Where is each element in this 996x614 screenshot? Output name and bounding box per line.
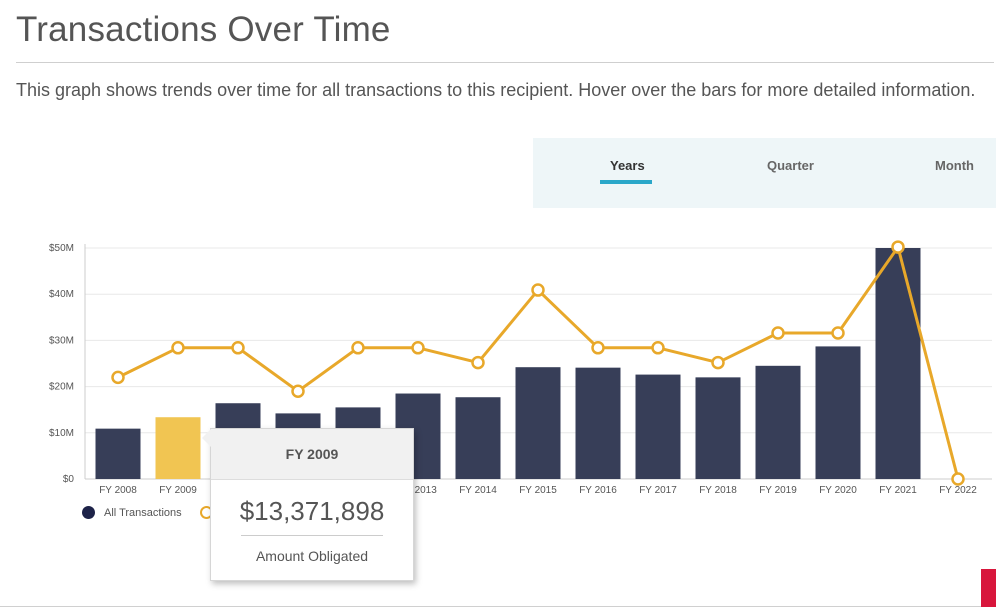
bar-fy-2021[interactable] (875, 248, 921, 479)
x-tick-label: FY 2018 (699, 485, 737, 496)
x-tick-label: FY 2021 (879, 485, 917, 496)
page-bottom-divider (0, 606, 996, 607)
tooltip-pointer (202, 429, 211, 447)
y-tick-label: $0 (63, 474, 75, 485)
trend-point[interactable] (351, 341, 365, 355)
title-divider (16, 62, 994, 63)
trend-point[interactable] (411, 341, 425, 355)
bar-fy-2009[interactable] (155, 417, 201, 479)
legend-dot-icon (82, 506, 95, 519)
bar-fy-2015[interactable] (515, 367, 561, 479)
page-description: This graph shows trends over time for al… (16, 80, 976, 100)
bar-fy-2008[interactable] (95, 428, 141, 479)
tab-quarter[interactable]: Quarter (767, 158, 814, 173)
trend-point[interactable] (531, 283, 545, 297)
trend-point[interactable] (291, 384, 305, 398)
trend-point[interactable] (711, 355, 725, 370)
transactions-chart: $0 $10M $20M $30M $40M $50M FY 2008 FY 2009 FY 2… (49, 240, 992, 496)
x-tick-label: FY 2022 (939, 485, 977, 496)
feedback-tab[interactable] (981, 569, 996, 607)
trend-point[interactable] (771, 326, 785, 340)
y-tick-label: $30M (49, 335, 74, 346)
legend-label-all-transactions: All Transactions (104, 506, 182, 519)
y-tick-label: $40M (49, 289, 74, 300)
x-tick-label: FY 2020 (819, 485, 857, 496)
trend-point[interactable] (891, 240, 905, 254)
trend-point[interactable] (171, 341, 185, 355)
bar-tooltip: FY 2009 $13,371,898 Amount Obligated (202, 428, 414, 581)
bar-fy-2014[interactable] (455, 397, 501, 479)
chart-legend: All Transactions (82, 506, 213, 519)
tooltip-label: Amount Obligated (255, 548, 369, 564)
page-title: Transactions Over Time (16, 10, 391, 49)
trend-point[interactable] (831, 326, 845, 340)
trend-point[interactable] (951, 472, 965, 486)
y-tick-label: $10M (49, 428, 74, 439)
x-tick-label: FY 2016 (579, 485, 617, 496)
tab-month[interactable]: Month (935, 158, 974, 173)
bar-fy-2016[interactable] (575, 367, 621, 479)
trend-point[interactable] (231, 341, 245, 355)
x-tick-label: FY 2009 (159, 485, 197, 496)
tooltip-divider (241, 535, 383, 536)
x-tick-label: FY 2014 (459, 485, 497, 496)
x-tick-label: FY 2017 (639, 485, 677, 496)
bar-fy-2019[interactable] (755, 365, 801, 479)
x-tick-label: FY 2015 (519, 485, 557, 496)
tooltip-category: FY 2009 (211, 429, 413, 480)
trend-point[interactable] (591, 341, 605, 355)
bar-fy-2017[interactable] (635, 374, 681, 479)
y-tick-label: $50M (49, 243, 74, 254)
trend-point[interactable] (471, 355, 485, 370)
x-tick-label: FY 2019 (759, 485, 797, 496)
tooltip-value: $13,371,898 (239, 496, 385, 526)
period-toggle: Years Quarter Month (533, 138, 996, 208)
active-tab-indicator (600, 180, 652, 184)
y-tick-label: $20M (49, 382, 74, 393)
bar-fy-2018[interactable] (695, 377, 741, 479)
x-tick-label: FY 2013 (399, 485, 437, 496)
trend-point[interactable] (111, 370, 125, 385)
trend-point[interactable] (651, 341, 665, 355)
trend-line (111, 240, 965, 486)
x-tick-label: FY 2008 (99, 485, 137, 496)
bar-fy-2020[interactable] (815, 346, 861, 479)
tab-years[interactable]: Years (610, 158, 645, 173)
